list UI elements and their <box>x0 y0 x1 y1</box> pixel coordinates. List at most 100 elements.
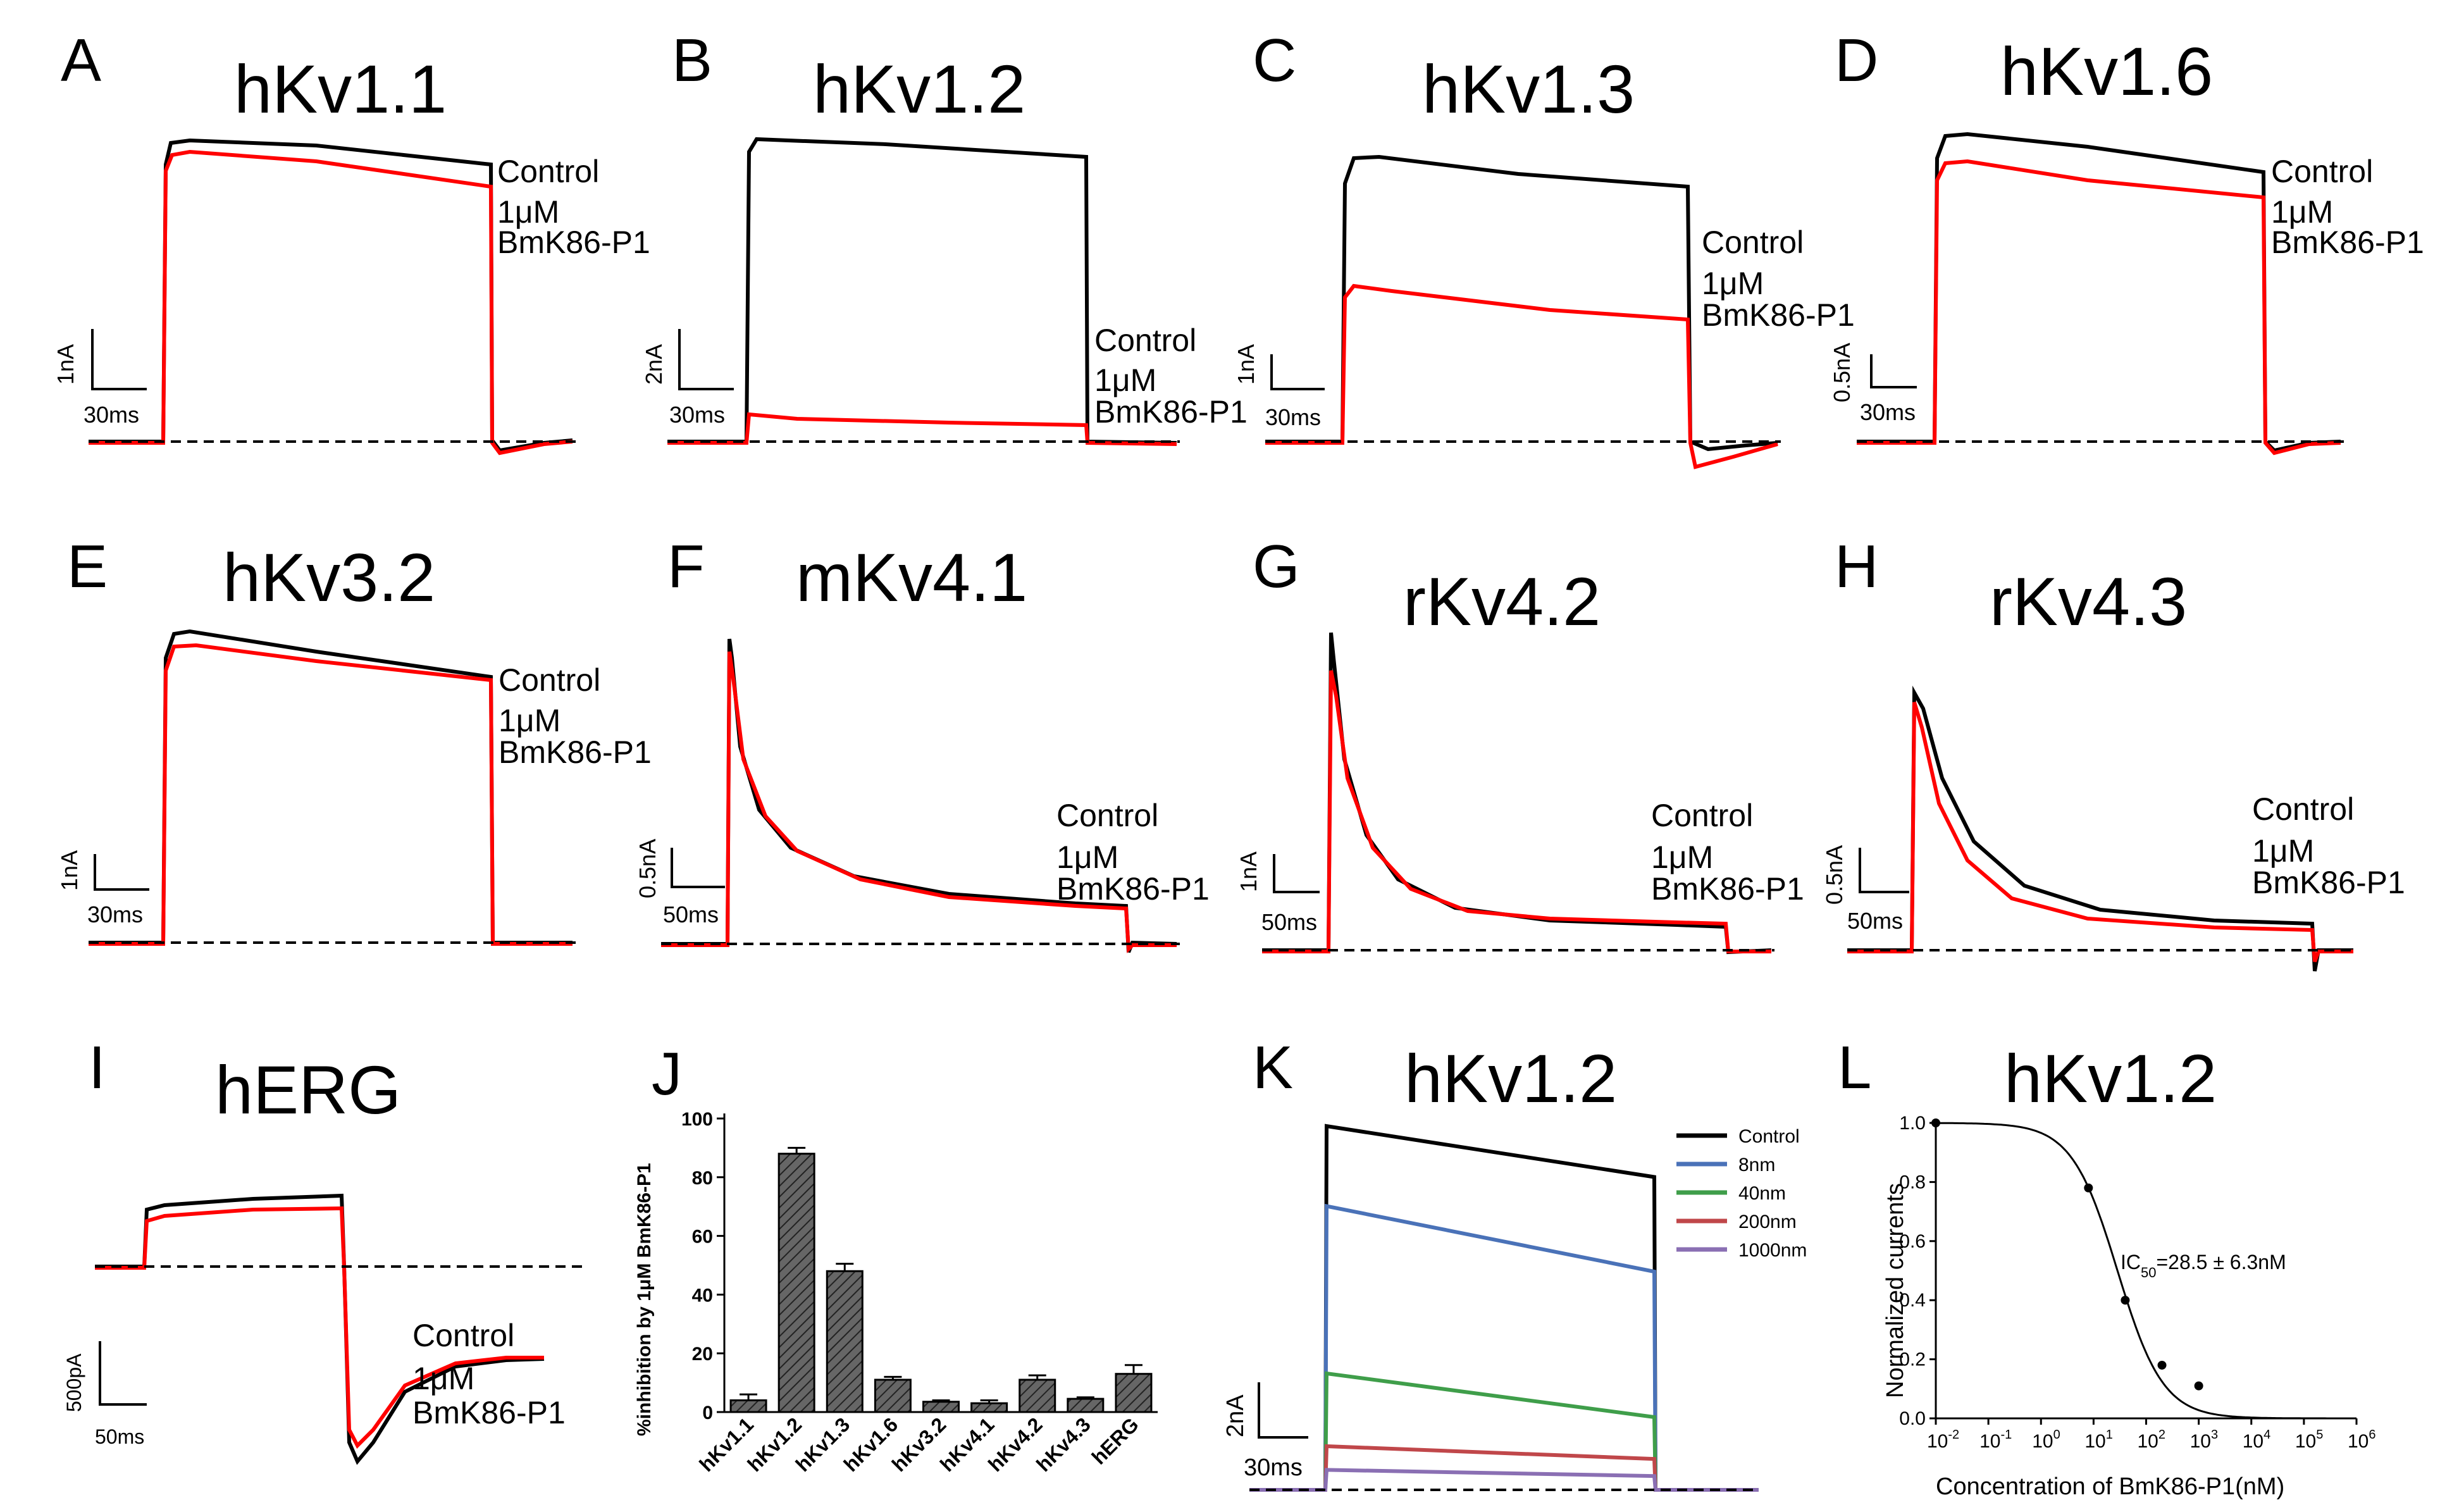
ic50-annotation: IC50=28.5 ± 6.3nM <box>2121 1251 2286 1280</box>
panel-title: hKv1.1 <box>234 51 447 127</box>
panel-K: K hKv1.2 2nA 30ms Control 8nm 40nm 200nm 100… <box>1222 1034 1807 1492</box>
data-point <box>2084 1183 2093 1193</box>
panel-letter: K <box>1253 1034 1293 1101</box>
legend-label: Control <box>1738 1126 1800 1147</box>
bar <box>1019 1379 1056 1413</box>
panel-title: hERG <box>215 1051 401 1128</box>
panel-H: H rKv4.3 0.5nA 50ms Control 1μM BmK86-P1 <box>1821 533 2405 972</box>
x-tick-label: 102 <box>2138 1428 2166 1452</box>
scale-bar <box>94 854 149 891</box>
control-label: Control <box>497 154 599 189</box>
y-tick-label: 0.6 <box>1899 1231 1926 1252</box>
drug-name-label: BmK86-P1 <box>1702 297 1855 333</box>
control-trace <box>1265 154 1778 452</box>
scale-bar <box>1870 354 1917 388</box>
legend-label: 200nm <box>1738 1211 1797 1232</box>
drug-label: 1μM <box>499 703 560 738</box>
y-ticks: 0 20 40 60 80 100 <box>681 1109 724 1423</box>
panel-title: mKv4.1 <box>796 539 1027 616</box>
y-scale-label: 1nA <box>56 850 82 891</box>
control-label: Control <box>499 662 600 698</box>
x-scale-label: 30ms <box>1860 399 1916 425</box>
drug-label: 1μM <box>497 194 559 230</box>
drug-name-label: BmK86-P1 <box>2271 225 2424 260</box>
y-scale-label: 500pA <box>63 1353 85 1412</box>
x-scale-label: 50ms <box>663 902 719 927</box>
legend-label: 40nm <box>1738 1183 1786 1204</box>
panel-title: hKv1.6 <box>2000 33 2213 109</box>
drug-label: 1μM <box>412 1361 474 1396</box>
panel-letter: L <box>1838 1034 1871 1101</box>
panel-title: hKv1.2 <box>2004 1040 2217 1117</box>
drug-trace <box>95 1206 544 1449</box>
ic50-subscript: 50 <box>2141 1265 2156 1280</box>
y-scale-label: 1nA <box>53 344 78 385</box>
y-tick-label: 60 <box>692 1227 713 1248</box>
drug-label: 1μM <box>2271 194 2333 230</box>
drug-label: 1μM <box>2252 833 2314 869</box>
x-axis-label: Concentration of BmK86-P1(nM) <box>1936 1473 2284 1500</box>
panel-title: hKv1.2 <box>813 51 1025 127</box>
y-ticks: 0.0 0.2 0.4 0.6 0.8 1.0 <box>1899 1113 1936 1429</box>
drug-trace <box>661 651 1177 953</box>
panel-letter: A <box>61 27 101 94</box>
drug-name-label: BmK86-P1 <box>1056 871 1210 907</box>
drug-name-label: BmK86-P1 <box>412 1395 566 1430</box>
x-scale-label: 50ms <box>95 1425 144 1448</box>
panel-letter: E <box>67 533 108 600</box>
panel-L: L hKv1.2 Normalized currents 0.00.20.40.… <box>1838 1034 2376 1500</box>
legend-label: 1000nm <box>1738 1240 1807 1261</box>
x-tick-label: 105 <box>2295 1428 2324 1452</box>
drug-name-label: BmK86-P1 <box>499 734 652 770</box>
data-points <box>1931 1119 2203 1391</box>
scale-bar <box>671 848 725 888</box>
data-point <box>2194 1381 2203 1391</box>
drug-label: 1μM <box>1094 363 1156 398</box>
panel-title: rKv4.2 <box>1403 563 1601 640</box>
y-tick-label: 40 <box>692 1285 713 1306</box>
scale-bar <box>1258 1382 1308 1439</box>
x-scale-label: 30ms <box>669 402 725 428</box>
drug-trace <box>1265 283 1778 469</box>
bar <box>922 1401 960 1413</box>
x-tick-labels: hKv1.1hKv1.2hKv1.3hKv1.6hKv3.2hKv4.1hKv4… <box>695 1413 1143 1476</box>
drug-trace <box>1847 702 2353 963</box>
x-scale-label: 50ms <box>1847 908 1903 934</box>
y-tick-label: 0 <box>702 1403 713 1423</box>
drug-name-label: BmK86-P1 <box>2252 865 2405 900</box>
x-tick-label: 10-2 <box>1927 1428 1959 1452</box>
control-trace <box>1847 685 2353 972</box>
panel-title: hKv3.2 <box>223 539 435 616</box>
x-scale-label: 30ms <box>1265 404 1321 430</box>
x-tick-label: 104 <box>2243 1428 2271 1452</box>
y-scale-label: 0.5nA <box>1829 343 1855 402</box>
x-tick-label: hKv4.1 <box>936 1413 999 1476</box>
bars <box>729 1146 1153 1413</box>
panel-letter: H <box>1835 533 1878 600</box>
x-scale-label: 30ms <box>84 402 139 428</box>
data-point <box>2121 1296 2130 1305</box>
panel-letter: D <box>1835 27 1878 94</box>
control-label: Control <box>1094 323 1196 358</box>
panel-C: C hKv1.3 1nA 30ms Control 1μM BmK86-P1 <box>1233 27 1855 469</box>
control-label: Control <box>412 1318 514 1353</box>
x-tick-label: hERG <box>1087 1413 1143 1468</box>
x-tick-label: hKv4.3 <box>1032 1413 1095 1476</box>
y-scale-label: 2nA <box>641 344 667 385</box>
panel-letter: C <box>1253 27 1296 94</box>
panel-D: D hKv1.6 0.5nA 30ms Control 1μM BmK86-P1 <box>1829 27 2424 455</box>
y-scale-label: 1nA <box>1235 852 1261 892</box>
y-tick-label: 0.4 <box>1899 1290 1926 1311</box>
drug-trace <box>1262 670 1771 953</box>
panel-B: B hKv1.2 2nA 30ms Control 1μM BmK86-P1 <box>641 27 1248 446</box>
scale-bar <box>678 329 734 390</box>
drug-name-label: BmK86-P1 <box>497 225 650 260</box>
drug-trace <box>89 643 573 946</box>
y-axis-label: %inhibition by 1μM BmK86-P1 <box>634 1163 655 1436</box>
x-tick-label: hKv1.2 <box>743 1413 806 1476</box>
y-tick-label: 0.8 <box>1899 1172 1926 1193</box>
legend: Control 8nm 40nm 200nm 1000nm <box>1676 1126 1807 1261</box>
control-label: Control <box>1056 798 1158 833</box>
concentration-traces <box>1249 1124 1759 1492</box>
panel-title: rKv4.3 <box>1990 563 2187 640</box>
